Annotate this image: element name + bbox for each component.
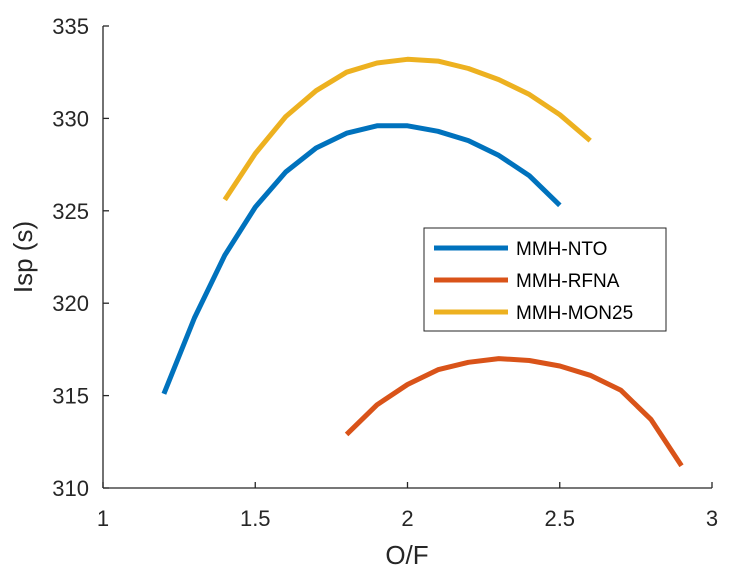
y-axis-label: Isp (s) [8,221,38,293]
y-tick-label: 315 [52,384,89,409]
series-line-mmh-rfna [344,356,684,468]
y-tick-label: 335 [52,14,89,39]
x-tick-label: 2 [401,506,413,531]
legend-label: MMH-NTO [516,239,607,260]
x-tick-label: 2.5 [544,506,575,531]
x-tick-label: 1.5 [240,506,271,531]
y-tick-label: 310 [52,476,89,501]
tick-labels: 1 1.5 2 2.5 3 310 315 320 325 330 335 [52,14,718,531]
x-tick-label: 1 [97,506,109,531]
x-axis-label: O/F [385,540,428,570]
y-tick-label: 325 [52,199,89,224]
x-tick-label: 3 [706,506,718,531]
plot-area [161,56,684,468]
legend: MMH-NTO MMH-RFNA MMH-MON25 [423,227,667,332]
legend-label: MMH-RFNA [516,271,620,292]
axes [102,25,713,489]
series-line-mmh-mon25 [222,56,592,202]
legend-label: MMH-MON25 [516,303,633,324]
y-tick-label: 330 [52,106,89,131]
series-line-mmh-nto [161,123,562,395]
y-tick-label: 320 [52,291,89,316]
